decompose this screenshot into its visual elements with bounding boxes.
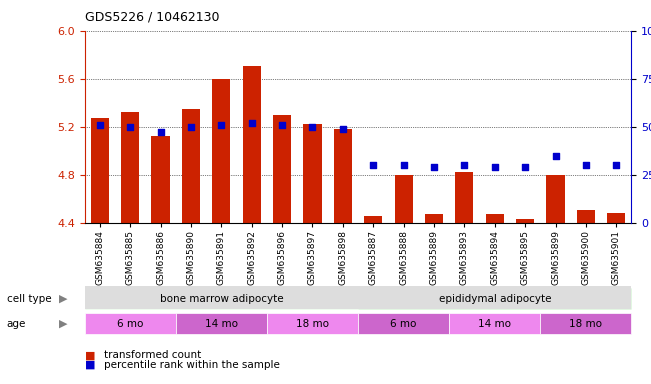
Text: ■: ■ <box>85 350 95 360</box>
Text: 6 mo: 6 mo <box>117 318 143 329</box>
Point <box>247 120 257 126</box>
Bar <box>455 172 473 223</box>
Bar <box>90 118 109 223</box>
Point <box>277 122 287 128</box>
Point <box>429 164 439 170</box>
Text: 6 mo: 6 mo <box>391 318 417 329</box>
Bar <box>334 129 352 223</box>
Bar <box>182 109 200 223</box>
Point <box>186 124 196 130</box>
Text: 18 mo: 18 mo <box>296 318 329 329</box>
Point <box>398 162 409 168</box>
Bar <box>546 175 564 223</box>
Point <box>611 162 622 168</box>
Text: ■: ■ <box>85 360 95 370</box>
Bar <box>577 210 595 223</box>
Point <box>338 126 348 132</box>
Point <box>550 152 561 159</box>
Text: bone marrow adipocyte: bone marrow adipocyte <box>159 293 283 304</box>
Text: 18 mo: 18 mo <box>570 318 602 329</box>
Text: ▶: ▶ <box>59 318 67 329</box>
Bar <box>425 214 443 223</box>
Point <box>368 162 378 168</box>
Text: 14 mo: 14 mo <box>478 318 511 329</box>
Point <box>490 164 500 170</box>
Text: epididymal adipocyte: epididymal adipocyte <box>439 293 551 304</box>
Bar <box>364 215 382 223</box>
Bar <box>395 175 413 223</box>
Point <box>581 162 591 168</box>
Bar <box>607 213 626 223</box>
Bar <box>486 214 504 223</box>
Bar <box>273 115 291 223</box>
Text: GDS5226 / 10462130: GDS5226 / 10462130 <box>85 10 219 23</box>
Bar <box>121 113 139 223</box>
Point <box>307 124 318 130</box>
Bar <box>243 66 261 223</box>
Point <box>520 164 531 170</box>
Point <box>94 122 105 128</box>
Bar <box>516 219 534 223</box>
Text: age: age <box>7 318 26 329</box>
Text: cell type: cell type <box>7 293 51 304</box>
Bar <box>212 79 230 223</box>
Text: percentile rank within the sample: percentile rank within the sample <box>104 360 280 370</box>
Text: ▶: ▶ <box>59 293 67 304</box>
Point <box>125 124 135 130</box>
Bar <box>152 136 170 223</box>
Point <box>156 129 166 136</box>
Text: transformed count: transformed count <box>104 350 201 360</box>
Point <box>459 162 469 168</box>
Text: 14 mo: 14 mo <box>205 318 238 329</box>
Point <box>216 122 227 128</box>
Bar <box>303 124 322 223</box>
